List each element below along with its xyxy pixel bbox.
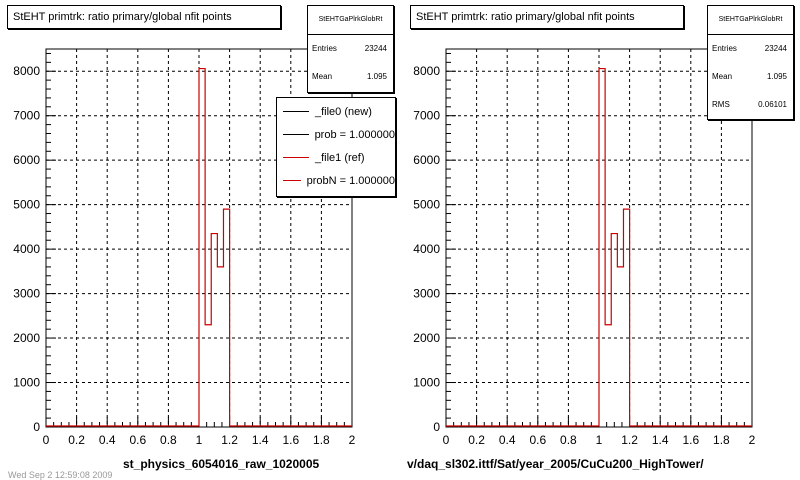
left-histogram-bin	[223, 209, 229, 427]
right-stats-entries-label: Entries	[712, 44, 737, 53]
legend-line-file0	[283, 111, 309, 112]
right-histogram-bin	[605, 325, 611, 427]
left-histogram-bin	[199, 69, 205, 427]
left-y-tick-label: 7000	[13, 109, 40, 123]
left-stats-mean-row: Mean 1.095	[308, 63, 393, 91]
right-x-tick-label: 1	[596, 433, 603, 447]
left-histogram-outline	[46, 67, 352, 427]
right-y-tick-label: 0	[433, 420, 440, 434]
left-x-tick-label: 2	[349, 433, 356, 447]
right-stats-box: StEHTGaPlrkGlobRt Entries 23244 Mean 1.0…	[707, 5, 794, 120]
right-y-tick-label: 4000	[413, 242, 440, 256]
left-stats-entries-value: 23244	[364, 44, 387, 53]
right-y-tick-label: 1000	[413, 376, 440, 390]
left-histogram-bin	[205, 325, 211, 427]
left-x-tick-label: 1.4	[252, 433, 269, 447]
right-x-tick-label: 0.8	[560, 433, 577, 447]
legend-entry-probN: probN = 1.000000	[277, 169, 395, 192]
right-stats-mean-row: Mean 1.095	[708, 63, 793, 91]
right-footer-label: v/daq_sl302.ittf/Sat/year_2005/CuCu200_H…	[407, 457, 704, 471]
left-x-tick-label: 0.8	[160, 433, 177, 447]
right-x-tick-label: 2	[749, 433, 756, 447]
left-y-tick-label: 6000	[13, 153, 40, 167]
right-y-tick-label: 7000	[413, 109, 440, 123]
left-footer-label: st_physics_6054016_raw_1020005	[123, 457, 320, 471]
left-histogram-bin	[217, 267, 223, 427]
right-histogram-bin	[611, 234, 617, 427]
left-y-tick-label: 8000	[13, 64, 40, 78]
right-x-tick-label: 0.2	[468, 433, 485, 447]
right-stats-title: StEHTGaPlrkGlobRt	[708, 6, 793, 35]
left-stats-mean-value: 1.095	[366, 72, 387, 81]
legend-entry-file0: _file0 (new)	[277, 100, 395, 123]
right-y-tick-label: 5000	[413, 198, 440, 212]
legend-entry-file1: _file1 (ref)	[277, 146, 395, 169]
left-chart-title: StEHT primtrk: ratio primary/global nfit…	[7, 5, 281, 29]
left-y-tick-label: 3000	[13, 287, 40, 301]
legend-line-prob	[283, 134, 309, 135]
left-y-tick-label: 5000	[13, 198, 40, 212]
right-stats-rms-row: RMS 0.06101	[708, 91, 793, 119]
right-x-tick-label: 1.4	[652, 433, 669, 447]
right-y-tick-label: 3000	[413, 287, 440, 301]
left-x-tick-label: 0.2	[68, 433, 85, 447]
left-legend: _file0 (new) prob = 1.000000 _file1 (ref…	[276, 97, 396, 197]
legend-label-probN: probN = 1.000000	[306, 174, 395, 187]
right-histogram-bin	[623, 209, 629, 427]
right-stats-rms-label: RMS	[712, 100, 730, 109]
legend-label-file0: _file0 (new)	[315, 105, 372, 118]
right-y-tick-label: 6000	[413, 153, 440, 167]
right-y-tick-label: 2000	[413, 331, 440, 345]
right-chart-pad: 0 0.2 0.4 0.6 0.8 1 1.2 1.4 1.6 1.8 2 0 1000 2000 3000…	[400, 0, 800, 480]
right-y-tick-label: 8000	[413, 64, 440, 78]
left-y-tick-label: 4000	[13, 242, 40, 256]
left-x-tick-label: 1	[196, 433, 203, 447]
left-stats-entries-label: Entries	[312, 44, 337, 53]
right-x-tick-label: 0.6	[529, 433, 546, 447]
left-x-tick-label: 1.6	[282, 433, 299, 447]
timestamp-ghost-text: Wed Sep 2 12:59:08 2009	[8, 470, 113, 480]
right-stats-entries-value: 23244	[764, 44, 787, 53]
left-stats-entries-row: Entries 23244	[308, 35, 393, 63]
legend-label-prob: prob = 1.000000	[314, 128, 395, 141]
right-x-tick-label: 0	[443, 433, 450, 447]
left-stats-box: StEHTGaPlrkGlobRt Entries 23244 Mean 1.0…	[307, 5, 394, 93]
left-x-tick-label: 0	[43, 433, 50, 447]
left-stats-title: StEHTGaPlrkGlobRt	[308, 6, 393, 35]
left-x-tick-label: 1.8	[313, 433, 330, 447]
right-x-tick-label: 1.8	[713, 433, 730, 447]
left-y-tick-label: 0	[33, 420, 40, 434]
right-x-tick-label: 0.4	[499, 433, 516, 447]
right-histogram-plot: 0 0.2 0.4 0.6 0.8 1 1.2 1.4 1.6 1.8 2 0 1000 2000 3000…	[413, 48, 756, 447]
left-x-tick-label: 1.2	[221, 433, 238, 447]
right-stats-rms-value: 0.06101	[758, 100, 787, 109]
right-chart-title: StEHT primtrk: ratio primary/global nfit…	[410, 5, 684, 29]
right-x-tick-label: 1.6	[682, 433, 699, 447]
right-stats-mean-value: 1.095	[766, 72, 787, 81]
left-y-tick-label: 1000	[13, 376, 40, 390]
legend-label-file1: _file1 (ref)	[315, 151, 365, 164]
legend-entry-prob: prob = 1.000000	[277, 123, 395, 146]
right-histogram-bin	[599, 69, 605, 427]
right-x-tick-label: 1.2	[621, 433, 638, 447]
right-stats-entries-row: Entries 23244	[708, 35, 793, 63]
left-chart-pad: 0 0.2 0.4 0.6 0.8 1 1.2 1.4 1.6 1.8 2 0 1000 2000 3000…	[7, 5, 396, 471]
left-stats-mean-label: Mean	[312, 72, 333, 81]
right-histogram-bin	[617, 267, 623, 427]
left-y-tick-label: 2000	[13, 331, 40, 345]
left-x-tick-label: 0.4	[99, 433, 116, 447]
legend-line-file1	[283, 157, 309, 158]
legend-line-probN	[283, 180, 301, 181]
left-x-tick-label: 0.6	[129, 433, 146, 447]
left-histogram-bin	[211, 234, 217, 427]
right-stats-mean-label: Mean	[712, 72, 733, 81]
right-histogram-outline	[446, 67, 752, 427]
